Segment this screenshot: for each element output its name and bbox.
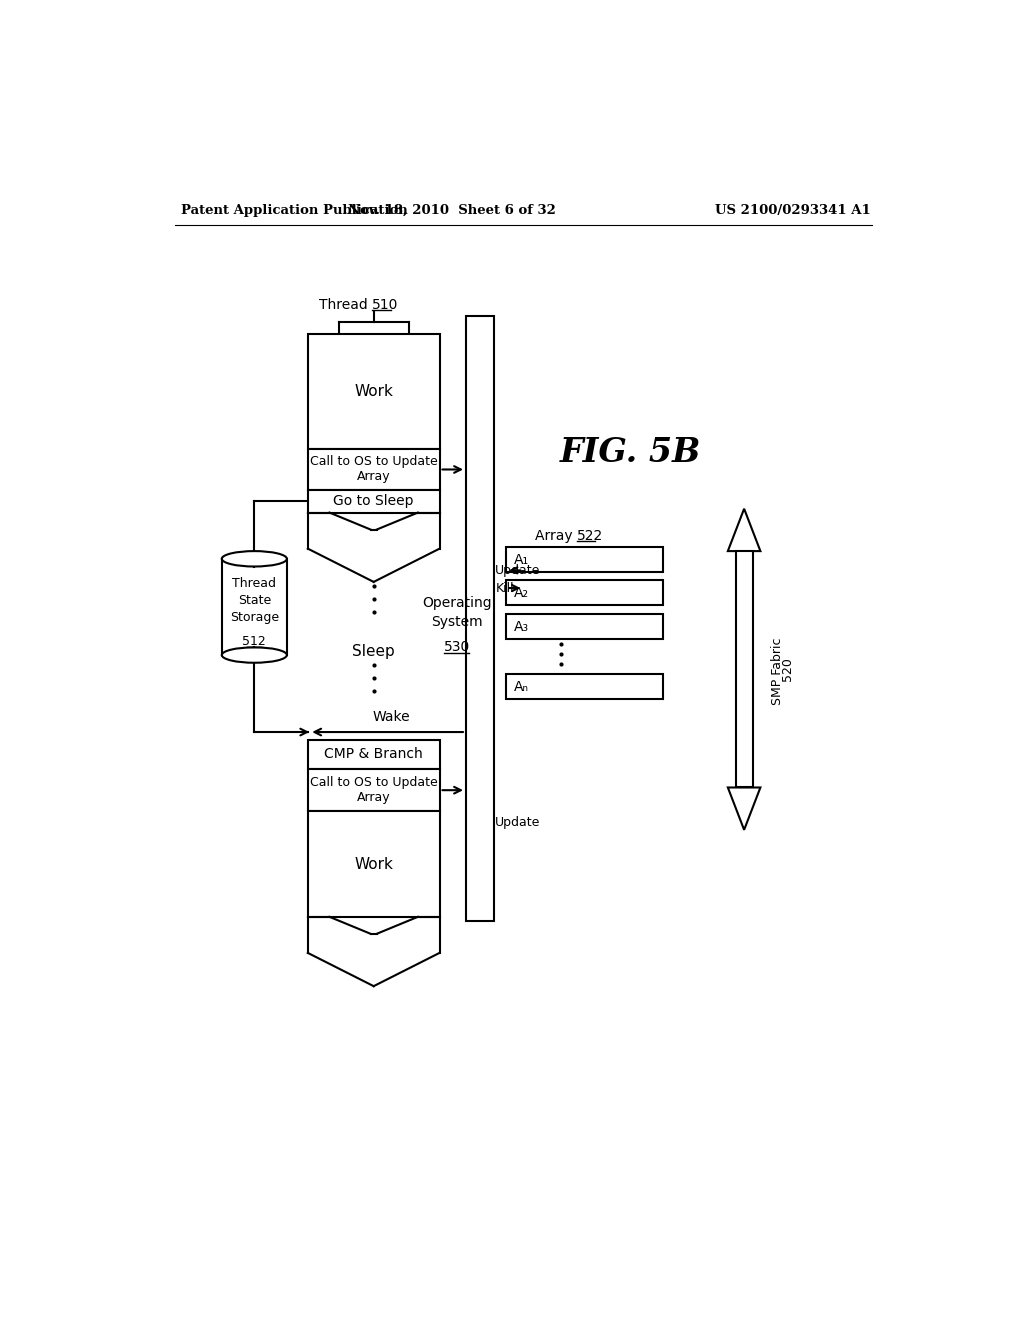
Text: Update: Update: [496, 816, 541, 829]
Bar: [735, 552, 753, 788]
Bar: [506, 614, 663, 639]
Bar: [308, 449, 439, 490]
Text: Array: Array: [535, 529, 577, 543]
Bar: [308, 770, 439, 812]
Bar: [506, 675, 663, 700]
Bar: [308, 334, 439, 449]
Text: Nov. 18, 2010  Sheet 6 of 32: Nov. 18, 2010 Sheet 6 of 32: [348, 205, 556, 218]
Bar: [506, 548, 663, 572]
Text: A₂: A₂: [514, 586, 529, 599]
Bar: [506, 581, 663, 605]
Bar: [308, 490, 439, 512]
Bar: [222, 558, 287, 655]
Bar: [308, 739, 439, 770]
Text: Call to OS to Update
Array: Call to OS to Update Array: [310, 776, 437, 804]
Polygon shape: [728, 508, 761, 552]
Text: 512: 512: [243, 635, 266, 648]
Text: Work: Work: [354, 857, 393, 871]
Text: A₃: A₃: [514, 619, 529, 634]
Text: SMP Fabric: SMP Fabric: [771, 634, 784, 705]
Text: Wake: Wake: [373, 710, 411, 725]
Text: Update: Update: [496, 564, 541, 577]
Ellipse shape: [222, 552, 287, 566]
Text: Thread: Thread: [319, 298, 372, 312]
Text: Thread
State
Storage: Thread State Storage: [229, 577, 279, 624]
Text: 522: 522: [577, 529, 603, 543]
Text: US 2100/0293341 A1: US 2100/0293341 A1: [715, 205, 870, 218]
Text: A₁: A₁: [514, 553, 529, 566]
Polygon shape: [728, 788, 761, 830]
Text: Go to Sleep: Go to Sleep: [334, 494, 414, 508]
Ellipse shape: [222, 647, 287, 663]
Text: 530: 530: [443, 640, 470, 655]
Text: 510: 510: [372, 298, 398, 312]
Text: 520: 520: [780, 657, 794, 681]
Text: Operating
System: Operating System: [422, 597, 492, 628]
Text: FIG. 5B: FIG. 5B: [559, 436, 700, 469]
Text: Kill: Kill: [496, 582, 514, 594]
Bar: [308, 812, 439, 917]
Bar: [466, 317, 494, 921]
Text: Aₙ: Aₙ: [514, 680, 529, 693]
Text: Call to OS to Update
Array: Call to OS to Update Array: [310, 455, 437, 483]
Text: CMP & Branch: CMP & Branch: [325, 747, 423, 762]
Text: Patent Application Publication: Patent Application Publication: [180, 205, 408, 218]
Text: Sleep: Sleep: [352, 644, 395, 659]
Text: Work: Work: [354, 384, 393, 399]
